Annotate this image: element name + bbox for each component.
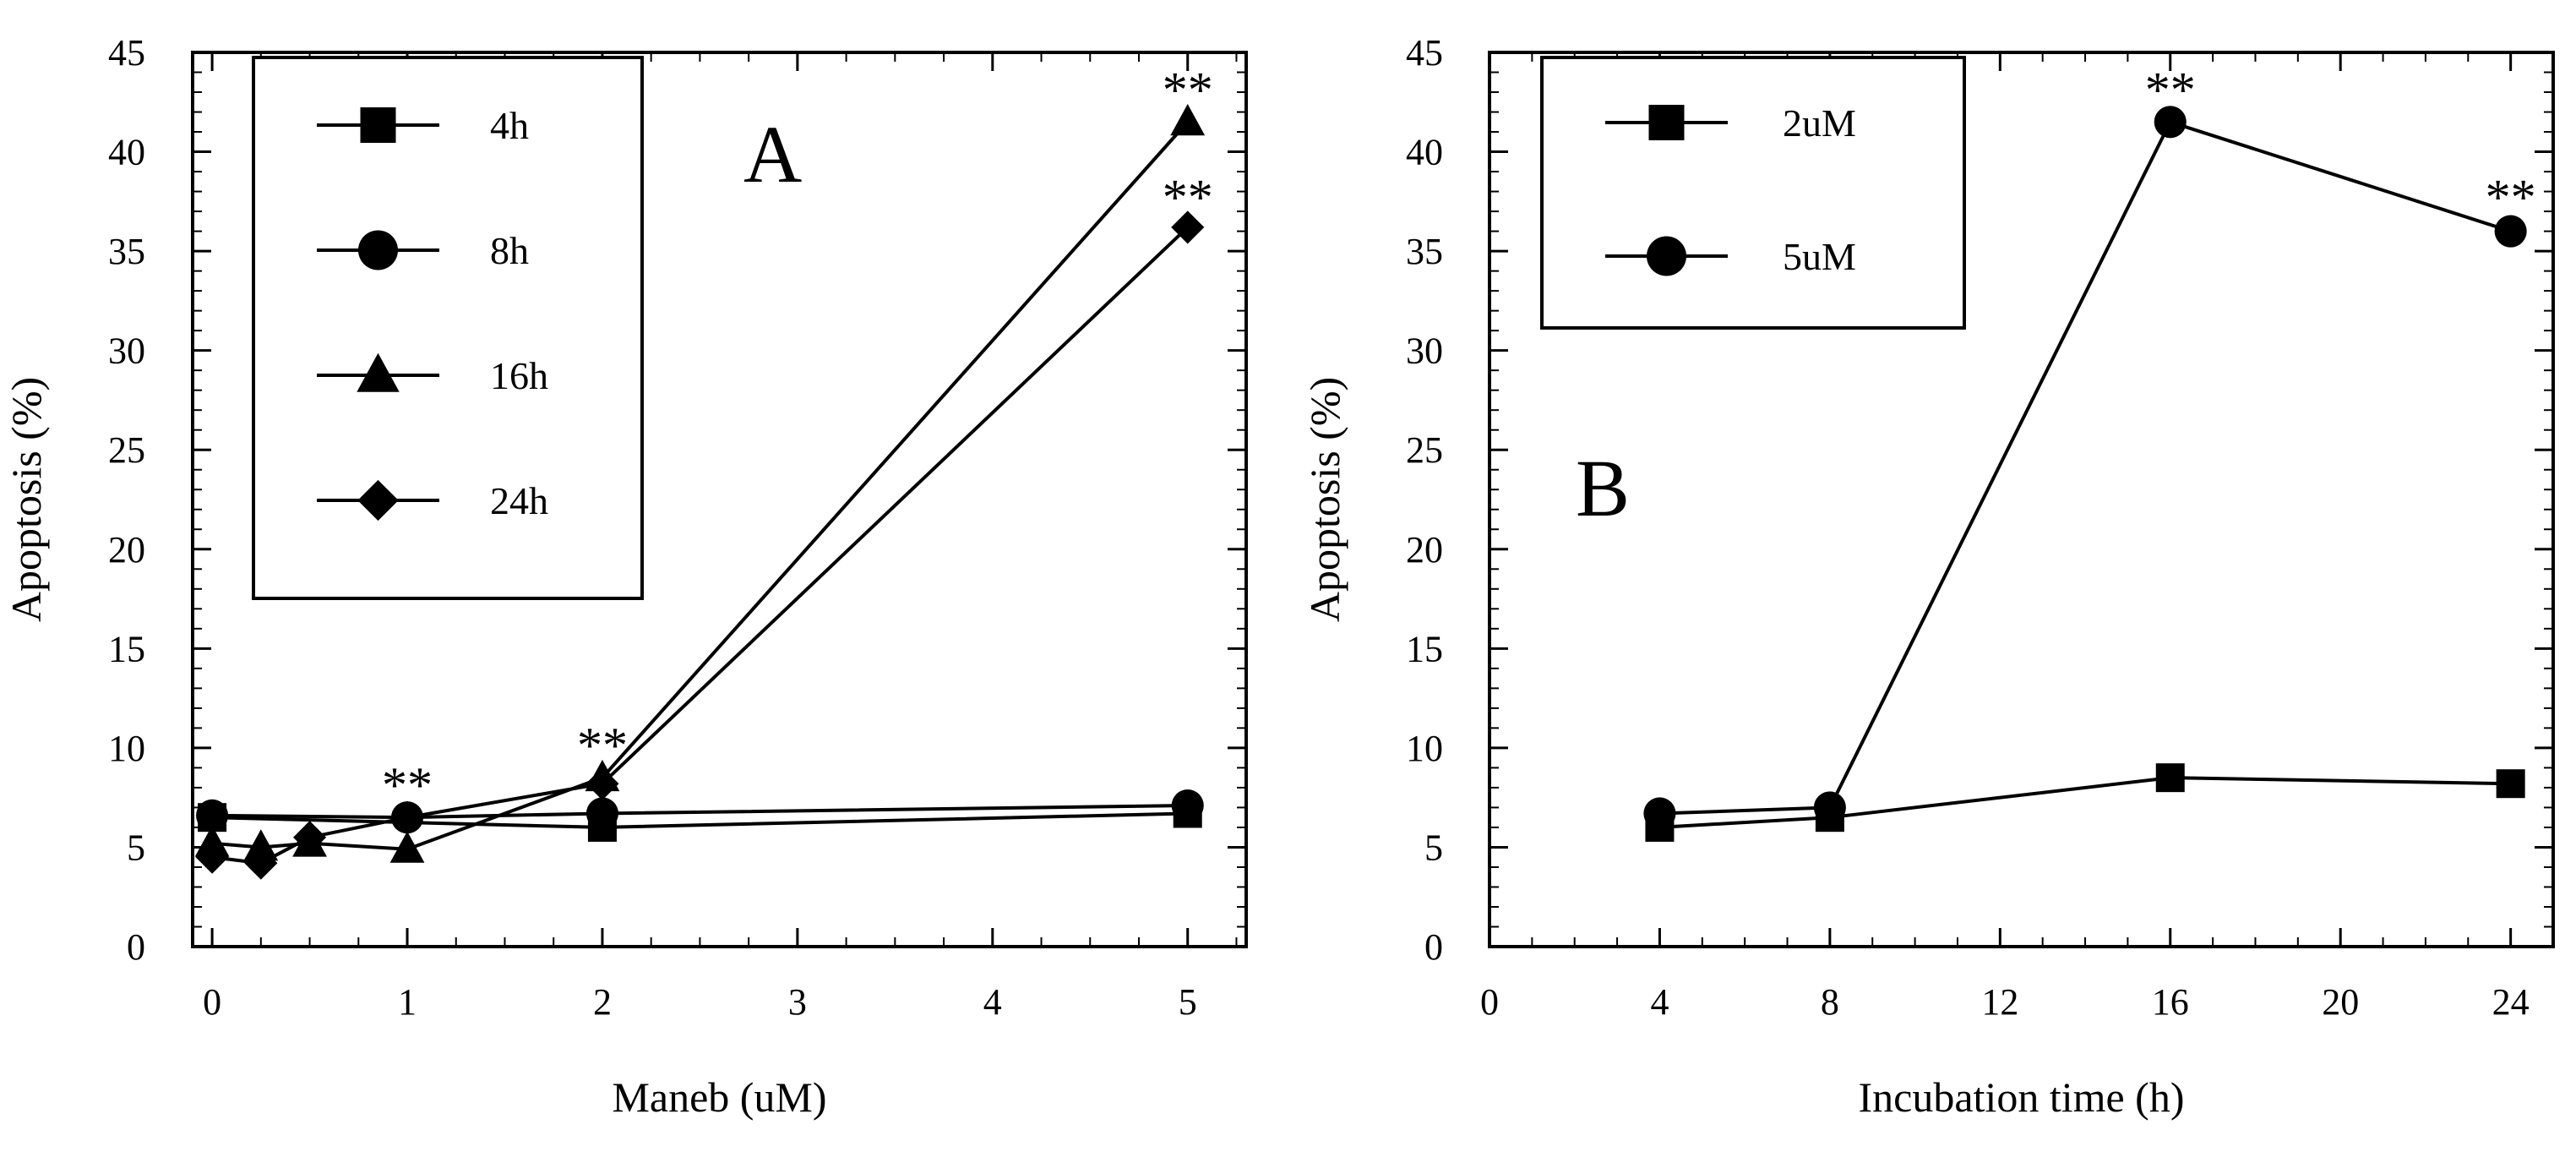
legend-marker-2uM [1648,105,1685,140]
y-tick-label: 10 [108,728,145,769]
y-tick-label: 30 [1406,330,1443,372]
y-tick-label: 45 [1406,32,1443,74]
legend-label: 24h [490,479,548,522]
x-tick-label: 1 [398,981,417,1023]
panel-label: A [743,109,802,199]
legend-label: 2uM [1783,101,1856,145]
significance-label: ** [2486,169,2536,225]
series-line-2uM [1659,776,2511,829]
legend-box [252,56,644,600]
series-line-5uM [1659,120,2512,816]
y-tick-label: 30 [108,330,145,372]
y-tick-label: 15 [108,628,145,669]
y-tick-label: 45 [108,32,145,74]
x-tick-label: 24 [2492,981,2530,1023]
data-point-24h [244,846,278,880]
x-tick-label: 3 [788,981,807,1023]
data-point-2uM [2496,769,2525,799]
x-tick-label: 0 [1480,981,1499,1023]
y-tick-label: 10 [1406,728,1443,769]
data-point-8h [196,799,229,832]
legend-label: 5uM [1783,235,1856,278]
x-tick-label: 20 [2322,981,2359,1023]
data-point-2uM [2155,763,2185,793]
x-tick-label: 12 [1981,981,2018,1023]
y-tick-label: 5 [127,827,145,868]
significance-label: ** [1163,62,1213,117]
data-point-5uM [1643,797,1676,830]
x-tick-label: 5 [1179,981,1197,1023]
significance-label: ** [1163,169,1213,225]
y-tick-label: 35 [108,231,145,272]
y-tick-label: 40 [1406,132,1443,173]
panel-b-chart: 0 5 10 15 20 25 30 35 40 45 0 4 8 12 16 20 24 Incubation … [1301,32,2555,1121]
legend-marker-5uM [1646,236,1687,276]
legend-label: 4h [490,104,529,147]
significance-label: ** [382,757,433,813]
data-point-24h [390,800,424,834]
data-point-16h [1170,104,1206,136]
significance-label: ** [577,718,628,773]
data-point-16h [389,831,425,863]
data-point-24h [1171,210,1205,244]
x-axis-title: Maneb (uM) [612,1073,826,1121]
y-axis-title: Apoptosis (%) [1301,377,1348,622]
y-tick-label: 5 [1424,827,1443,868]
significance-label: ** [2145,62,2196,117]
legend-marker-8h [357,230,399,270]
data-point-5uM [1813,791,1846,824]
x-tick-label: 16 [2152,981,2189,1023]
legend-marker-24h [357,479,399,521]
plot-frame [1488,51,2555,948]
x-tick-label: 4 [1650,981,1669,1023]
y-tick-label: 40 [108,132,145,173]
data-point-24h [585,767,619,800]
data-point-24h [195,840,229,874]
data-point-8h [1171,789,1204,822]
plot-frame [191,51,1248,948]
y-tick-label: 0 [127,926,145,968]
data-point-5uM [2494,215,2527,248]
y-tick-label: 15 [1406,628,1443,669]
legend-label: 8h [490,229,529,272]
y-tick-label: 35 [1406,231,1443,272]
x-tick-label: 4 [983,981,1002,1023]
y-tick-label: 20 [108,529,145,571]
data-point-8h [585,797,618,830]
x-tick-label: 2 [593,981,612,1023]
data-point-16h [243,829,279,861]
data-point-5uM [2154,106,2187,139]
legend-label: 16h [490,354,548,397]
series-line-8h [212,804,1188,820]
panel-label: B [1576,443,1630,533]
y-tick-label: 25 [108,429,145,471]
y-tick-label: 25 [1406,429,1443,471]
y-axis-title: Apoptosis (%) [3,377,50,622]
data-point-24h [293,821,327,854]
x-tick-label: 8 [1821,981,1839,1023]
x-axis-title: Incubation time (h) [1859,1073,2185,1121]
x-tick-label: 0 [203,981,221,1023]
legend-marker-4h [360,107,396,143]
y-tick-label: 20 [1406,529,1443,571]
y-tick-label: 0 [1424,926,1443,968]
legend-box [1540,56,1966,330]
legend-marker-16h [357,352,400,392]
